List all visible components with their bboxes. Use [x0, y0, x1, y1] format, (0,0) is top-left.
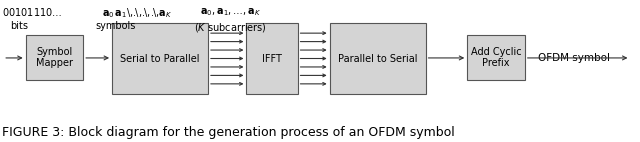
Text: Serial to Parallel: Serial to Parallel	[120, 54, 200, 63]
Text: Symbol
Mapper: Symbol Mapper	[36, 47, 73, 68]
Bar	[112, 23, 208, 94]
Text: symbols: symbols	[95, 21, 136, 31]
Text: $\mathbf{a}_0,\mathbf{a}_1,\ldots,\mathbf{a}_K$: $\mathbf{a}_0,\mathbf{a}_1,\ldots,\mathb…	[200, 6, 261, 18]
Text: FIGURE 3: Block diagram for the generation process of an OFDM symbol: FIGURE 3: Block diagram for the generati…	[2, 126, 454, 139]
Bar	[330, 23, 426, 94]
Text: IFFT: IFFT	[262, 54, 282, 63]
Bar	[246, 23, 298, 94]
Text: bits: bits	[10, 21, 28, 31]
Text: Parallel to Serial: Parallel to Serial	[338, 54, 417, 63]
Bar	[26, 35, 83, 80]
Text: Add Cyclic
Prefix: Add Cyclic Prefix	[470, 47, 522, 68]
Text: ($K$ subcarriers): ($K$ subcarriers)	[194, 21, 267, 34]
Bar	[467, 35, 525, 80]
Text: OFDM symbol: OFDM symbol	[538, 53, 610, 63]
Text: $\mathbf{a}_0\,\mathbf{a}_1$\,.\,.\,.\,$\mathbf{a}_K$: $\mathbf{a}_0\,\mathbf{a}_1$\,.\,.\,.\,$…	[102, 6, 173, 20]
Text: $00101110\ldots$: $00101110\ldots$	[2, 6, 62, 18]
